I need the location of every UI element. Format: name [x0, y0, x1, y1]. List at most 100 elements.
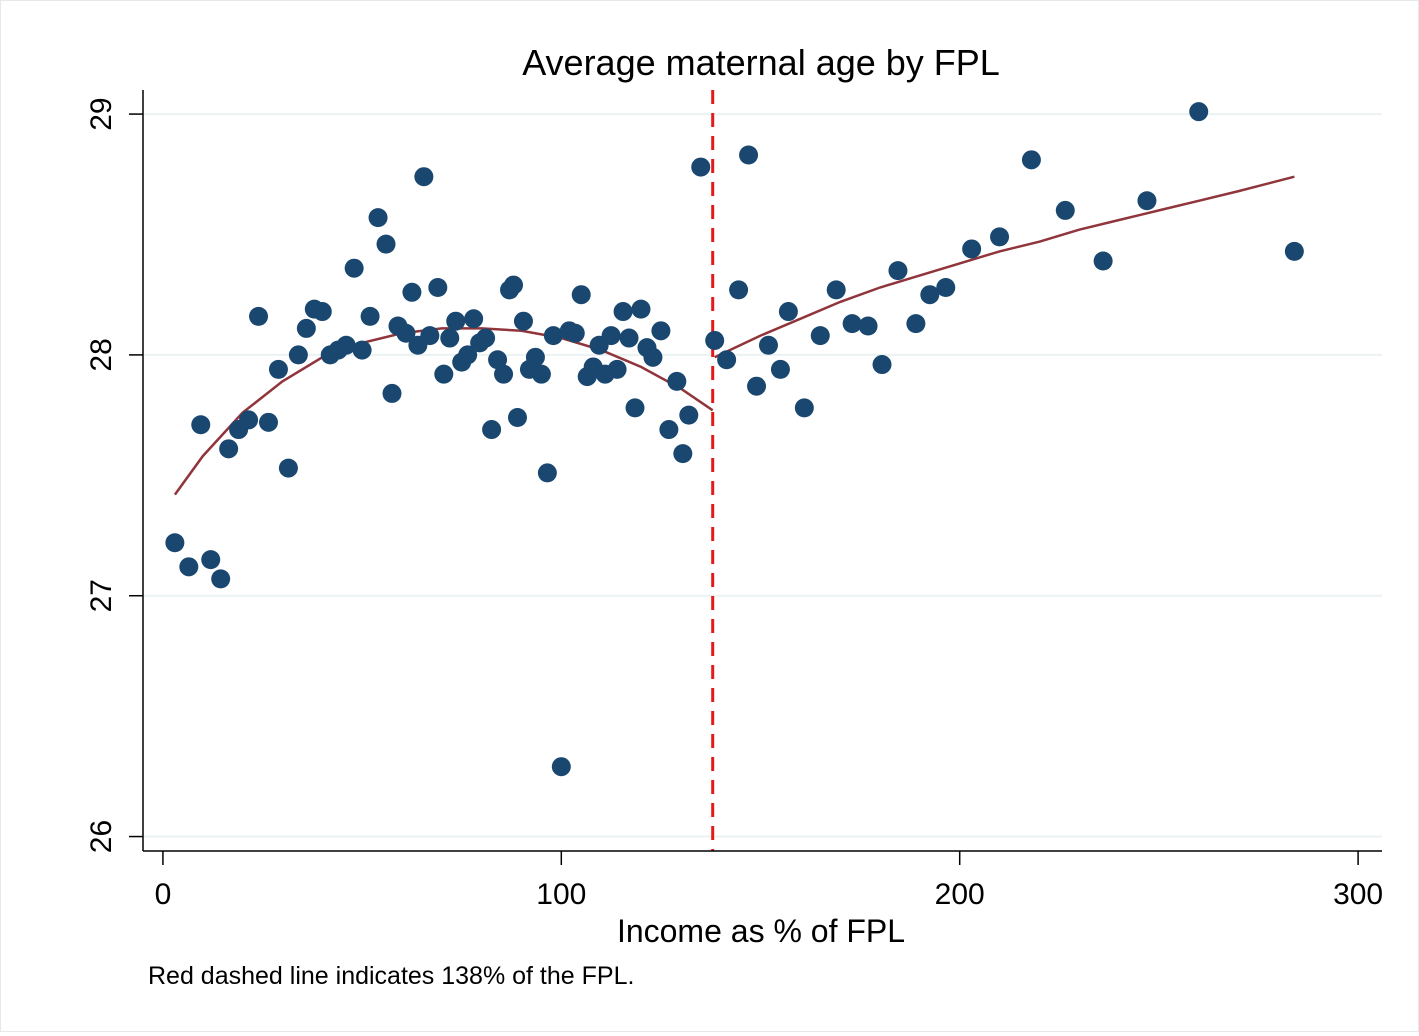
chart-note: Red dashed line indicates 138% of the FP…	[148, 962, 634, 990]
data-point	[1284, 241, 1304, 261]
data-point	[565, 323, 585, 343]
axes: 26 27 28 29 0 100 200 300	[85, 90, 1383, 911]
data-point	[673, 444, 693, 464]
data-point	[219, 439, 239, 459]
x-axis-title: Income as % of FPL	[617, 913, 905, 949]
data-point	[507, 408, 527, 428]
data-point	[268, 359, 288, 379]
data-point	[428, 277, 448, 297]
data-point	[396, 323, 416, 343]
data-point	[368, 208, 388, 228]
data-point	[962, 239, 982, 259]
x-tick-label: 200	[935, 878, 985, 911]
data-point	[667, 371, 687, 391]
data-points	[165, 102, 1304, 777]
data-point	[739, 145, 759, 165]
data-point	[249, 306, 269, 326]
data-point	[488, 350, 508, 370]
data-point	[872, 355, 892, 375]
data-point	[476, 328, 496, 348]
data-point	[458, 345, 478, 365]
data-point	[810, 326, 830, 346]
x-tick-label: 0	[155, 878, 172, 911]
data-point	[794, 398, 814, 418]
data-point	[352, 340, 372, 360]
data-point	[376, 234, 396, 254]
data-point	[482, 420, 502, 440]
data-point	[920, 285, 940, 305]
data-point	[165, 533, 185, 553]
data-point	[631, 299, 651, 319]
grid-lines	[144, 113, 1382, 838]
data-point	[336, 335, 356, 355]
x-tick-label: 100	[536, 878, 586, 911]
data-point	[651, 321, 671, 341]
data-point	[659, 420, 679, 440]
data-point	[201, 550, 221, 570]
data-point	[858, 316, 878, 336]
data-point	[607, 359, 627, 379]
data-point	[729, 280, 749, 300]
data-point	[179, 557, 199, 577]
data-point	[258, 412, 278, 432]
data-point	[643, 347, 663, 367]
data-point	[414, 167, 434, 187]
data-point	[551, 757, 571, 777]
y-tick-label: 27	[85, 579, 118, 612]
data-point	[601, 326, 621, 346]
x-tick-label: 300	[1333, 878, 1383, 911]
fit-line	[173, 327, 714, 496]
fit-line	[714, 175, 1295, 359]
data-point	[619, 328, 639, 348]
data-point	[842, 314, 862, 334]
data-point	[239, 410, 259, 430]
data-point	[990, 227, 1010, 247]
data-point	[420, 326, 440, 346]
data-point	[278, 458, 298, 478]
data-point	[211, 569, 231, 589]
data-point	[531, 364, 551, 384]
data-point	[613, 302, 633, 322]
data-point	[191, 415, 211, 435]
data-point	[360, 306, 380, 326]
data-point	[464, 309, 484, 329]
data-point	[543, 326, 563, 346]
data-point	[434, 364, 454, 384]
data-point	[936, 277, 956, 297]
data-point	[770, 359, 790, 379]
y-tick-label: 26	[85, 820, 118, 853]
data-point	[1137, 191, 1157, 211]
data-point	[717, 350, 737, 370]
data-point	[906, 314, 926, 334]
data-point	[1093, 251, 1113, 271]
data-point	[504, 275, 524, 295]
data-point	[778, 302, 798, 322]
data-point	[1021, 150, 1041, 170]
data-point	[1189, 102, 1209, 122]
data-point	[625, 398, 645, 418]
data-point	[312, 302, 332, 322]
data-point	[691, 157, 711, 177]
data-point	[446, 311, 466, 331]
fit-lines	[173, 175, 1295, 496]
data-point	[747, 376, 767, 396]
data-point	[705, 330, 725, 350]
data-point	[571, 285, 591, 305]
data-point	[758, 335, 778, 355]
data-point	[296, 318, 316, 338]
data-point	[402, 282, 422, 302]
data-point	[888, 261, 908, 281]
data-point	[382, 383, 402, 403]
data-point	[288, 345, 308, 365]
data-point	[1055, 200, 1075, 220]
y-tick-label: 28	[85, 338, 118, 371]
data-point	[513, 311, 533, 331]
y-tick-label: 29	[85, 97, 118, 130]
data-point	[537, 463, 557, 483]
data-point	[525, 347, 545, 367]
chart-title: Average maternal age by FPL	[522, 42, 1000, 83]
data-point	[494, 364, 514, 384]
data-point	[440, 328, 460, 348]
